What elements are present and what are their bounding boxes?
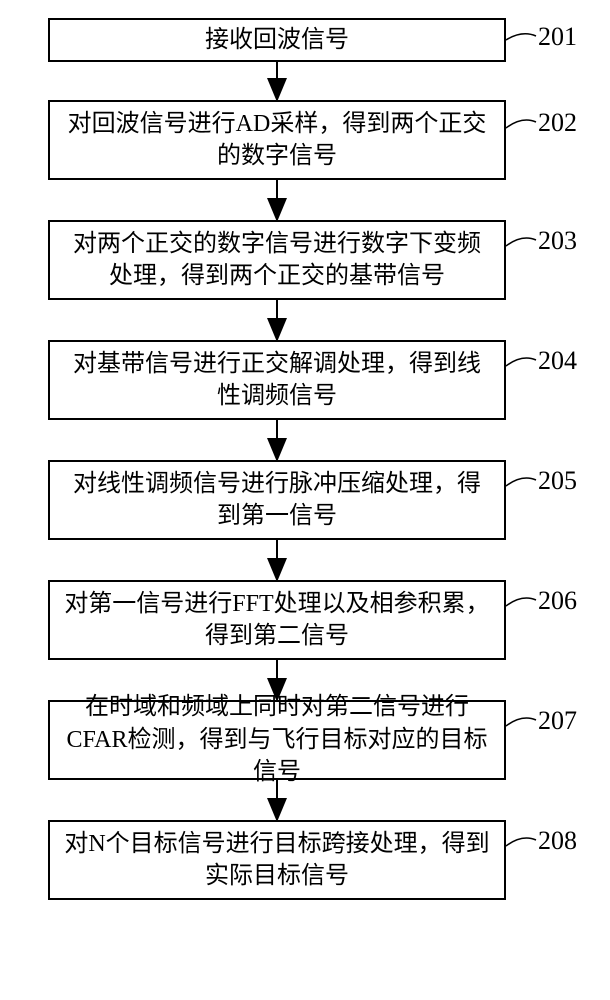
flow-node-3: 对两个正交的数字信号进行数字下变频处理，得到两个正交的基带信号 [48, 220, 506, 300]
flow-node-8-text: 对N个目标信号进行目标跨接处理，得到实际目标信号 [64, 828, 490, 893]
flow-label-203: 203 [538, 226, 577, 256]
flow-label-208: 208 [538, 826, 577, 856]
flow-label-206: 206 [538, 586, 577, 616]
leader-207 [506, 718, 536, 726]
flow-node-8: 对N个目标信号进行目标跨接处理，得到实际目标信号 [48, 820, 506, 900]
flow-node-1: 接收回波信号 [48, 18, 506, 62]
flow-node-5-text: 对线性调频信号进行脉冲压缩处理，得到第一信号 [64, 468, 490, 533]
leader-202 [506, 120, 536, 128]
leader-205 [506, 478, 536, 486]
flow-label-201: 201 [538, 22, 577, 52]
flow-node-7-text: 在时域和频域上同时对第二信号进行CFAR检测，得到与飞行目标对应的目标信号 [64, 691, 490, 788]
flowchart-canvas: 接收回波信号 201 对回波信号进行AD采样，得到两个正交的数字信号 202 对… [0, 0, 610, 1000]
flow-node-3-text: 对两个正交的数字信号进行数字下变频处理，得到两个正交的基带信号 [64, 228, 490, 293]
flow-node-2: 对回波信号进行AD采样，得到两个正交的数字信号 [48, 100, 506, 180]
leader-208 [506, 838, 536, 846]
leader-206 [506, 598, 536, 606]
flow-label-204: 204 [538, 346, 577, 376]
flow-node-1-text: 接收回波信号 [205, 24, 349, 56]
flow-node-5: 对线性调频信号进行脉冲压缩处理，得到第一信号 [48, 460, 506, 540]
flow-node-4: 对基带信号进行正交解调处理，得到线性调频信号 [48, 340, 506, 420]
flow-node-6-text: 对第一信号进行FFT处理以及相参积累，得到第二信号 [64, 588, 490, 653]
flow-node-7: 在时域和频域上同时对第二信号进行CFAR检测，得到与飞行目标对应的目标信号 [48, 700, 506, 780]
leader-204 [506, 358, 536, 366]
flow-label-202: 202 [538, 108, 577, 138]
flow-node-6: 对第一信号进行FFT处理以及相参积累，得到第二信号 [48, 580, 506, 660]
flow-label-205: 205 [538, 466, 577, 496]
flow-node-2-text: 对回波信号进行AD采样，得到两个正交的数字信号 [64, 108, 490, 173]
leader-203 [506, 238, 536, 246]
flow-label-207: 207 [538, 706, 577, 736]
leader-201 [506, 34, 536, 40]
flow-node-4-text: 对基带信号进行正交解调处理，得到线性调频信号 [64, 348, 490, 413]
